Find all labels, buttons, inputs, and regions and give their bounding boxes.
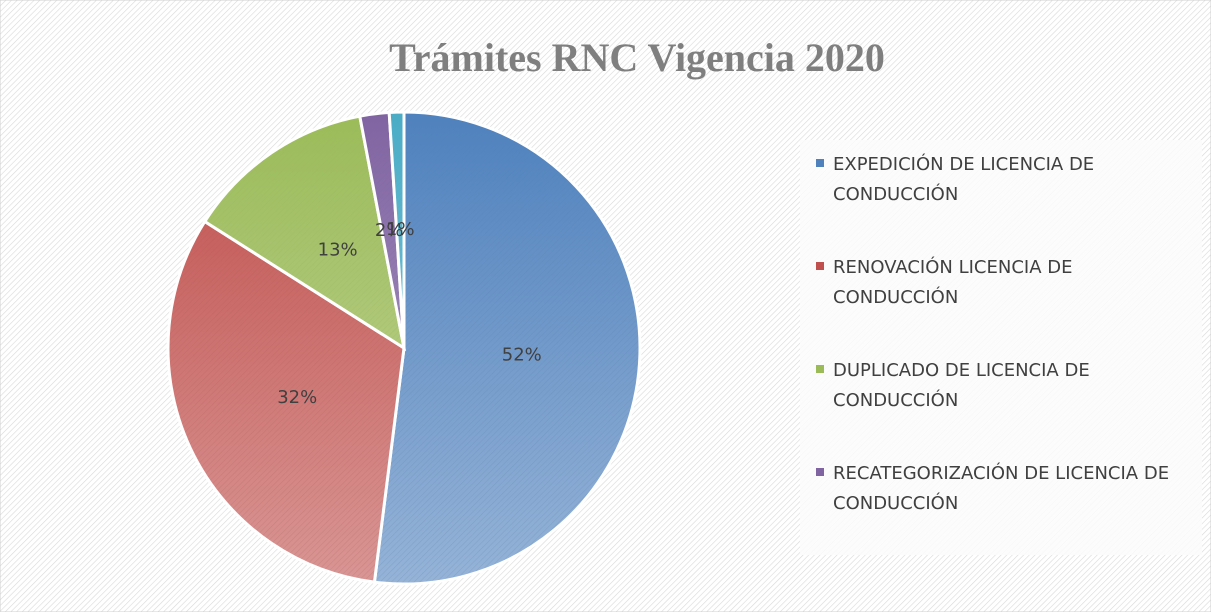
legend-label: RENOVACIÓN LICENCIA DE CONDUCCIÓN [833,257,1073,308]
data-label: 2% [375,220,404,241]
legend-swatch [816,365,824,373]
pie-slice [202,114,407,352]
legend-label: RECATEGORIZACIÓN DE LICENCIA DE CONDUCCI… [833,463,1170,514]
legend-item: RECATEGORIZACIÓN DE LICENCIA DE CONDUCCI… [816,459,1188,519]
chart-title: Trámites RNC Vigencia 2020 [389,35,885,80]
legend-label: EXPEDICIÓN DE LICENCIA DE CONDUCCIÓN [833,154,1095,205]
legend-swatch [816,159,824,167]
legend-item: DUPLICADO DE LICENCIA DE CONDUCCIÓN [816,356,1188,416]
data-label: 52% [502,344,542,365]
pie-slice [387,110,406,349]
legend-box [800,140,1202,555]
legend-swatch [816,468,824,476]
legend-label: DUPLICADO DE LICENCIA DE CONDUCCIÓN [833,360,1090,411]
legend-item: RENOVACIÓN LICENCIA DE CONDUCCIÓN [816,253,1188,313]
data-label: 1% [386,219,415,240]
data-label: 32% [277,387,317,408]
legend-item: EXPEDICIÓN DE LICENCIA DE CONDUCCIÓN [816,150,1188,210]
pie-slice [372,110,642,586]
legend-swatch [816,262,824,270]
data-label: 13% [318,239,358,260]
